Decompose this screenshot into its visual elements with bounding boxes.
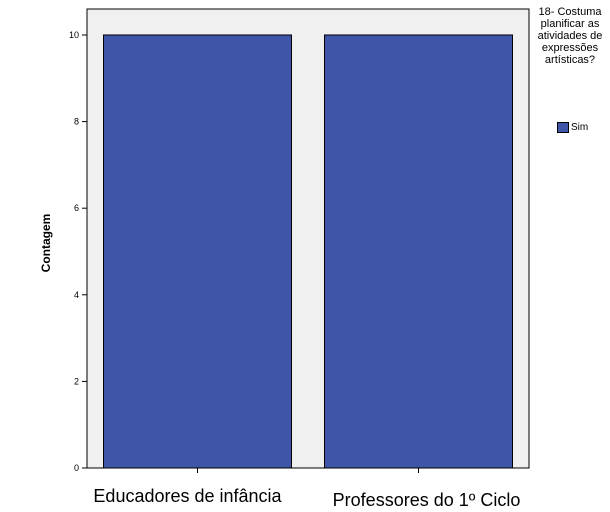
bar-2 <box>324 34 513 469</box>
y-tick-label: 4 <box>74 290 79 300</box>
x-tick-label: Educadores de infância <box>93 486 282 506</box>
bar-1 <box>103 34 292 469</box>
y-tick-label: 2 <box>74 376 79 386</box>
legend-title: 18- Costuma planificar as atividades de … <box>537 6 603 66</box>
x-axis: Educadores de infância Professores do 1º … <box>93 468 520 510</box>
y-tick-label: 0 <box>74 463 79 473</box>
x-tick-label: Professores do 1º Ciclo <box>333 490 521 510</box>
y-tick-label: 6 <box>74 203 79 213</box>
y-axis: 0 2 4 6 8 10 <box>69 30 87 473</box>
legend-entry: Sim <box>557 122 588 133</box>
y-tick-label: 8 <box>74 117 79 127</box>
legend-label: Sim <box>571 122 589 133</box>
y-tick-label: 10 <box>69 30 79 40</box>
y-axis-label: Contagem <box>39 214 53 273</box>
bars-group <box>103 34 513 469</box>
legend-swatch <box>557 122 569 133</box>
